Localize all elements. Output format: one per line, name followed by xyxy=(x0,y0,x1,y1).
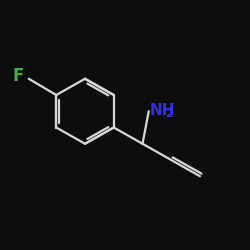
Text: NH: NH xyxy=(150,103,176,118)
Text: F: F xyxy=(12,67,24,85)
Text: 2: 2 xyxy=(165,109,173,119)
